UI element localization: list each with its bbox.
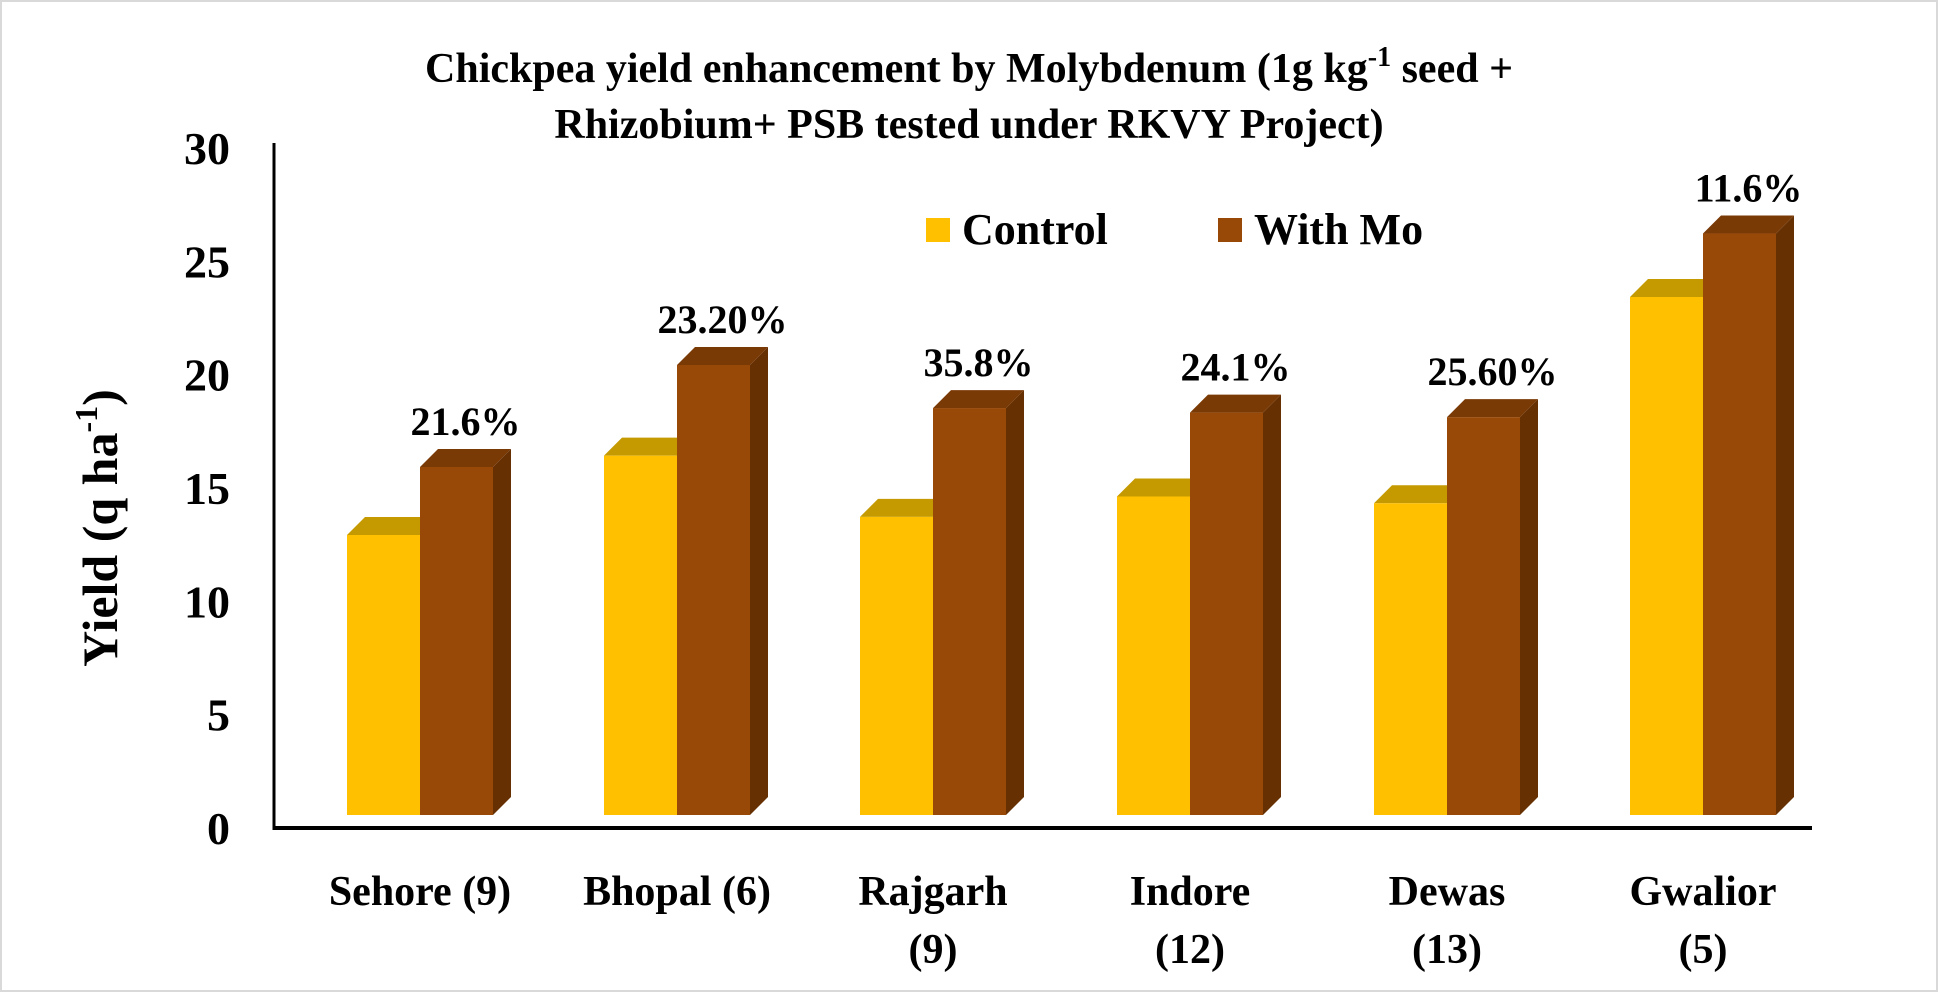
bar-front-face (347, 535, 420, 815)
bar-front-face (860, 516, 933, 815)
bar-side-face (1263, 394, 1281, 815)
x-tick-label-line: (12) (1155, 927, 1225, 973)
legend-item-control: Control (926, 205, 1108, 254)
bar-front-face (1117, 496, 1190, 815)
increase-label: 23.20% (658, 297, 788, 342)
bar-top-face (677, 347, 768, 365)
bar-top-face (933, 390, 1024, 409)
x-tick-label: Indore (12) (1130, 869, 1251, 973)
increase-label: 24.1% (1181, 345, 1291, 390)
x-tick-label-line: (13) (1412, 927, 1482, 973)
y-tick-label: 0 (207, 803, 230, 854)
x-tick-label-line: Bhopal (6) (583, 869, 771, 915)
y-axis-label: Yield (q ha-1) (68, 389, 128, 667)
bar-with-mo-5 (1447, 399, 1538, 815)
bar-top-face (1447, 399, 1538, 418)
bar-front-face (1447, 417, 1520, 815)
x-tick-label-line: (5) (1679, 927, 1728, 973)
x-tick-label: Bhopal (6) (583, 869, 771, 915)
chart-title-line2: Rhizobium+ PSB tested under RKVY Project… (554, 102, 1383, 148)
bars-layer: 21.6% 23.20% 35.8% 24.1% 25.60% 11.6% (347, 166, 1803, 816)
bar-front-face (1703, 233, 1776, 816)
bar-front-face (933, 408, 1006, 815)
bar-top-face (1630, 279, 1721, 297)
bar-top-face (1117, 478, 1208, 497)
bar-with-mo-3 (933, 390, 1024, 815)
y-tick-label: 30 (184, 123, 230, 174)
legend: Control With Mo (926, 205, 1423, 254)
bar-front-face (1374, 503, 1447, 815)
y-axis-label-end: ) (72, 389, 128, 406)
legend-item-with-mo: With Mo (1218, 205, 1423, 254)
bar-side-face (493, 449, 511, 815)
x-tick-label-line: Indore (1130, 869, 1251, 915)
y-tick-label: 20 (184, 350, 230, 401)
legend-label: With Mo (1254, 205, 1423, 254)
chart-title-part2: seed + (1391, 46, 1513, 92)
bar-side-face (1520, 399, 1538, 815)
bar-with-mo-6 (1703, 215, 1794, 816)
x-tick-label-line: (9) (909, 927, 958, 973)
bar-top-face (347, 517, 438, 535)
bar-with-mo-4 (1190, 394, 1281, 815)
y-tick-label: 5 (207, 690, 230, 741)
bar-front-face (604, 455, 677, 815)
y-axis-label-group: Yield (q ha-1) (68, 389, 128, 667)
y-tick-label: 15 (184, 463, 230, 514)
x-tick-label: Dewas (13) (1389, 869, 1506, 973)
y-tick-label: 25 (184, 236, 230, 287)
increase-label: 21.6% (411, 399, 521, 444)
bar-top-face (1190, 394, 1281, 413)
y-tick-label: 10 (184, 576, 230, 627)
x-tick-label-line: Gwalior (1630, 869, 1777, 915)
x-tick-label: Gwalior (5) (1630, 869, 1777, 973)
bar-top-face (604, 437, 695, 456)
chart-title-line1: Chickpea yield enhancement by Molybdenum… (425, 42, 1513, 92)
x-tick-label-line: Dewas (1389, 869, 1506, 915)
increase-label: 11.6% (1695, 166, 1803, 211)
x-tick-label-line: Rajgarh (858, 869, 1007, 915)
increase-label: 35.8% (924, 340, 1034, 385)
bar-side-face (1776, 215, 1794, 816)
bar-front-face (1190, 412, 1263, 815)
bar-top-face (1703, 215, 1794, 234)
bar-top-face (860, 498, 951, 517)
x-tick-label: Rajgarh (9) (858, 869, 1007, 973)
x-tick-label: Sehore (9) (329, 869, 511, 915)
bar-top-face (420, 449, 511, 467)
bar-side-face (1006, 390, 1024, 815)
bar-front-face (677, 365, 750, 815)
chart-title-sup: -1 (1368, 42, 1391, 73)
bar-front-face (420, 467, 493, 815)
increase-label: 25.60% (1428, 349, 1558, 394)
axes-layer: Sehore (9) Bhopal (6) Rajgarh (9) Indore (12)… (184, 123, 1812, 973)
y-axis-label-sup: -1 (68, 406, 104, 433)
chart-title-part1: Chickpea yield enhancement by Molybdenum… (425, 46, 1368, 92)
bar-front-face (1630, 297, 1703, 815)
bar-top-face (1374, 485, 1465, 504)
legend-swatch (926, 218, 950, 242)
bar-with-mo-2 (677, 347, 768, 815)
bar-side-face (750, 347, 768, 815)
bar-with-mo-1 (420, 449, 511, 815)
legend-swatch (1218, 218, 1242, 242)
x-tick-label-line: Sehore (9) (329, 869, 511, 915)
y-axis-label-part1: Yield (q ha (72, 433, 128, 667)
legend-label: Control (962, 205, 1108, 254)
